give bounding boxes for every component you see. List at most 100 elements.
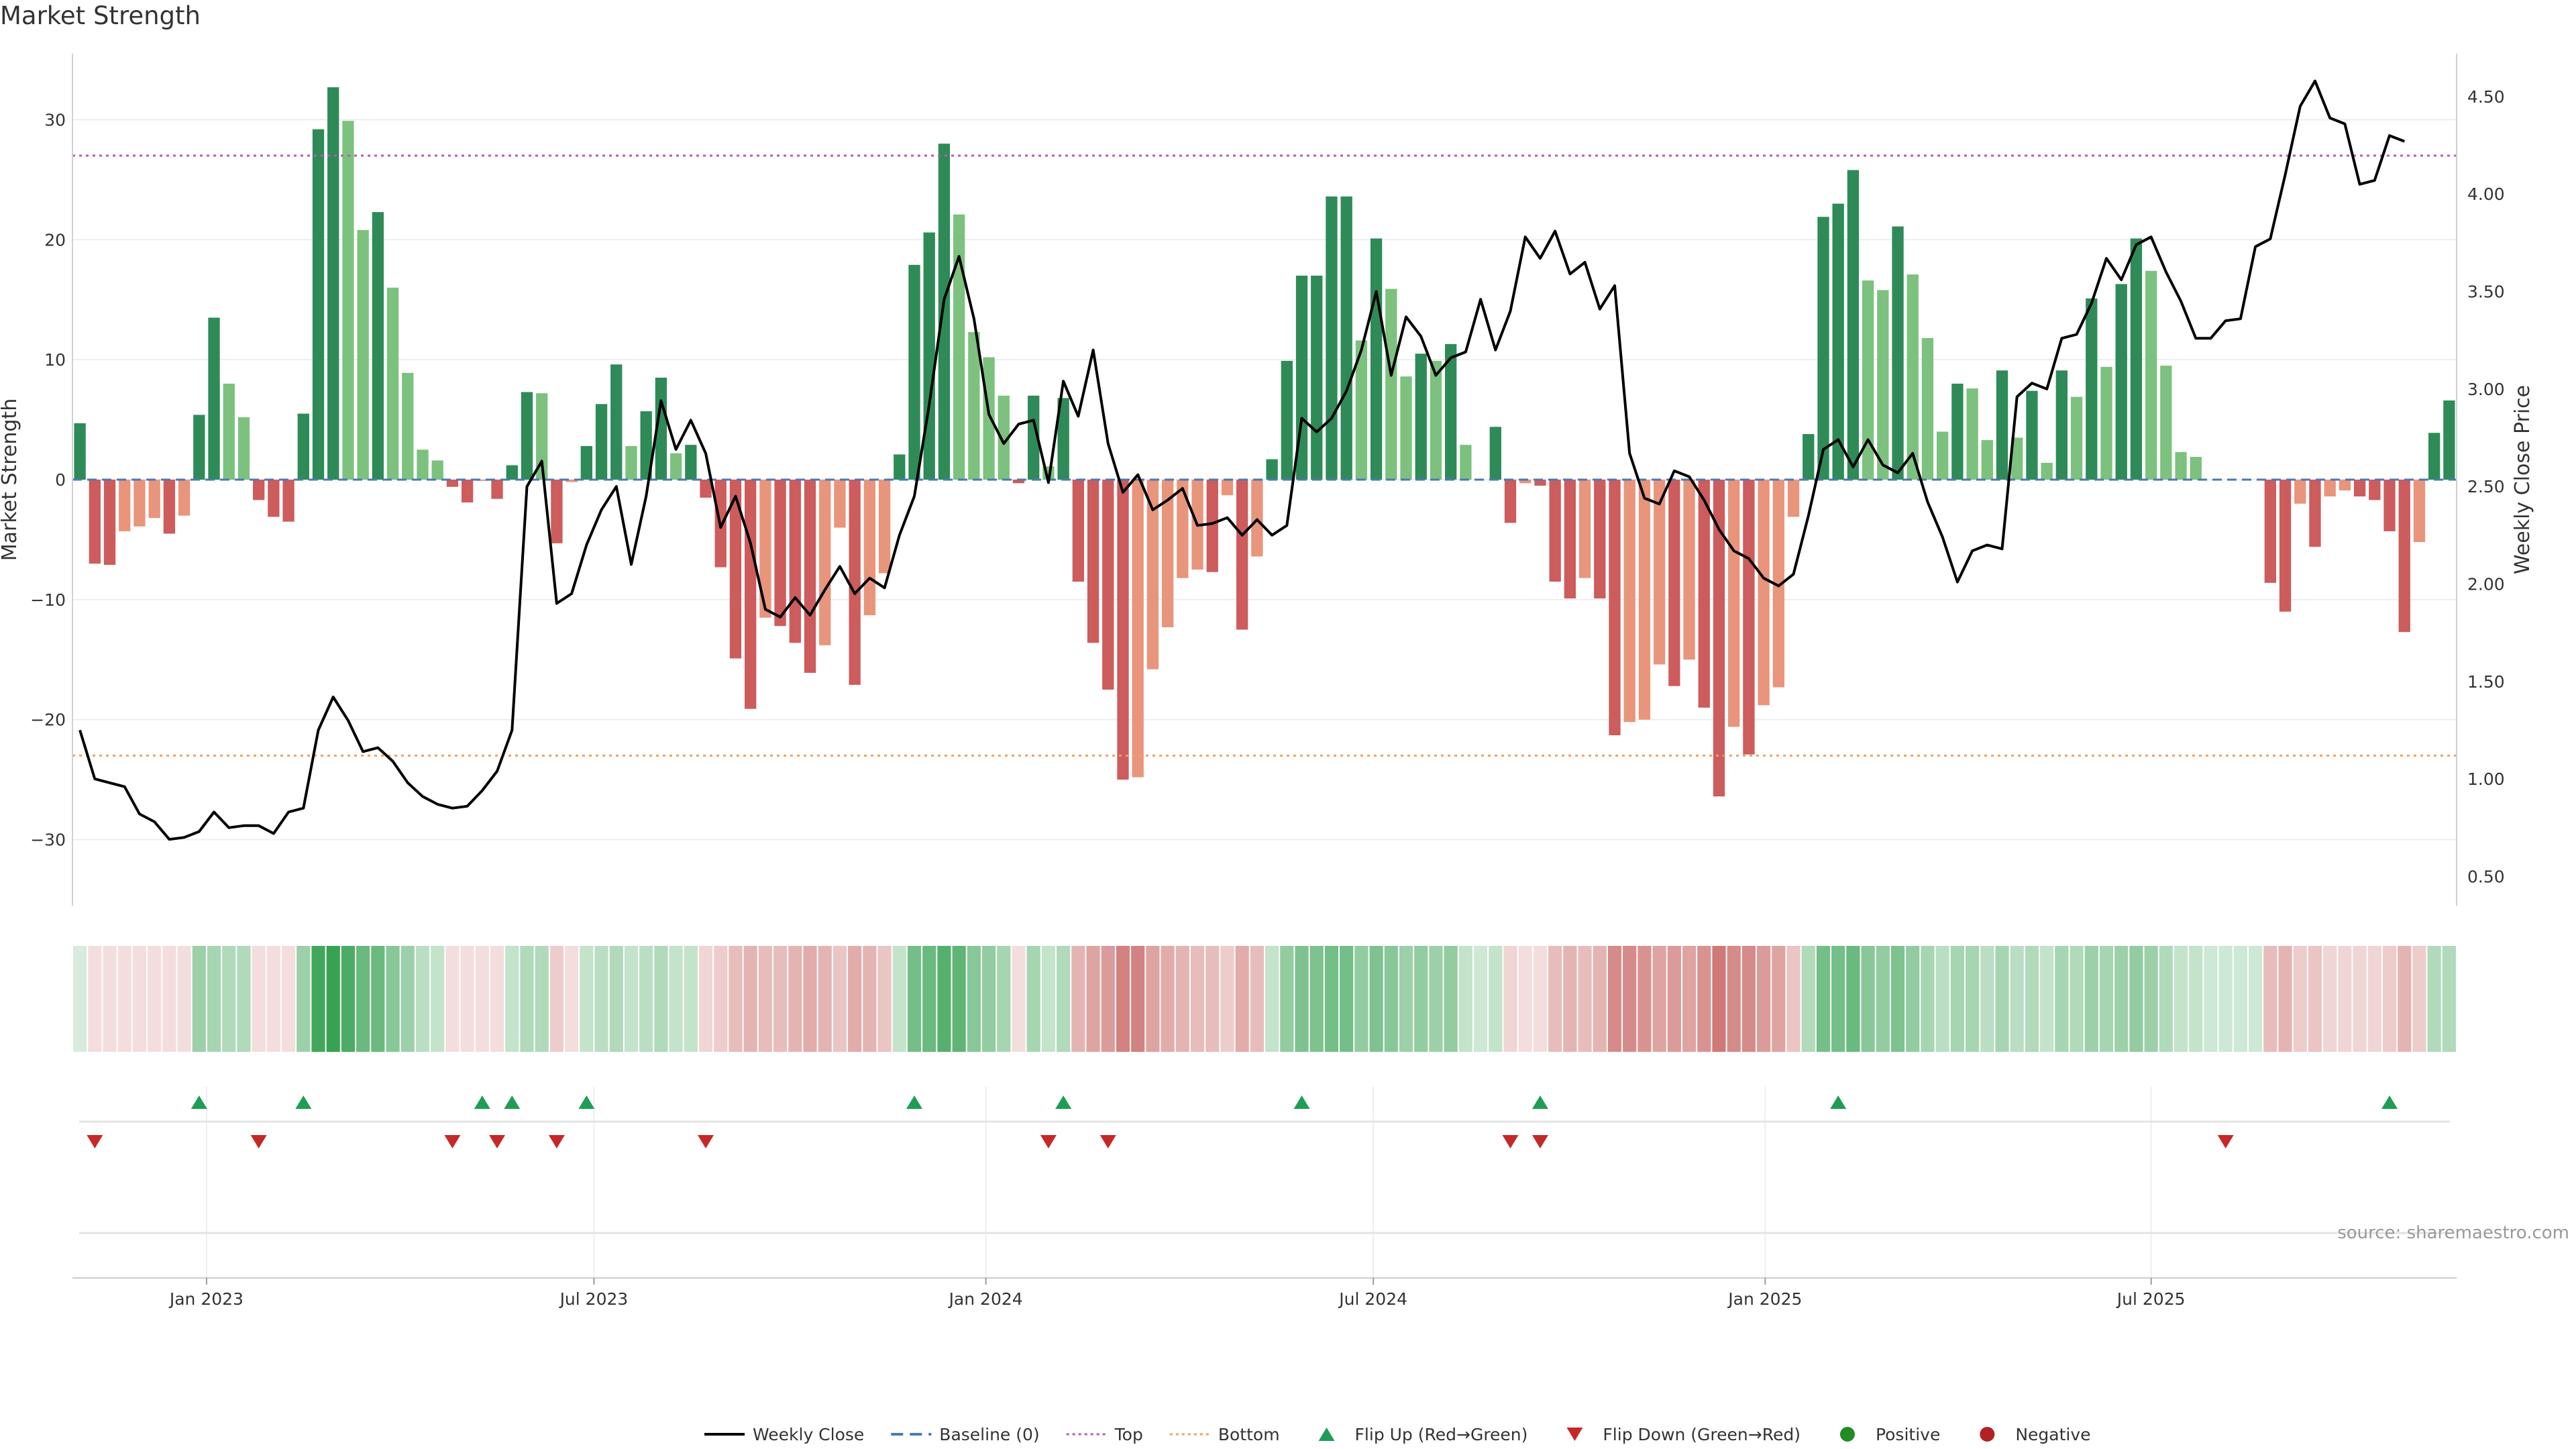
strength-bar	[1355, 340, 1368, 480]
legend-swatch	[1980, 1427, 1995, 1442]
heatmap-cell	[698, 946, 713, 1052]
heatmap-cell	[1816, 946, 1831, 1052]
heatmap-cell	[773, 946, 788, 1052]
heatmap-cell	[1324, 946, 1339, 1052]
strength-bar	[1981, 439, 1993, 480]
strength-bar	[1385, 288, 1397, 480]
heatmap-cell	[2233, 946, 2248, 1052]
heatmap-cell	[1280, 946, 1294, 1052]
legend-swatch	[1839, 1427, 1855, 1442]
heatmap-cell	[460, 946, 474, 1052]
legend-label: Positive	[1876, 1425, 1940, 1444]
heatmap-cell	[1429, 946, 1443, 1052]
flip-down-marker	[1532, 1135, 1548, 1148]
legend-label: Top	[1114, 1425, 1143, 1444]
strength-bar	[491, 480, 503, 499]
strength-bar	[1430, 360, 1442, 480]
legend: Weekly Close Baseline (0) Top Bottom Flip Up…	[704, 1425, 2091, 1444]
heatmap-cell	[1369, 946, 1383, 1052]
strength-bar	[297, 413, 309, 480]
flip-markers	[79, 1087, 2450, 1278]
heatmap-cell	[624, 946, 639, 1052]
strength-bar	[1877, 290, 1889, 480]
y-left-tick-label: 10	[44, 350, 66, 370]
strength-bar	[476, 480, 488, 481]
heatmap-cell	[803, 946, 817, 1052]
strength-bar	[1803, 434, 1815, 480]
strength-bar	[1892, 226, 1904, 480]
heatmap-cell	[1876, 946, 1890, 1052]
heatmap-cell	[2084, 946, 2098, 1052]
heatmap-cell	[1175, 946, 1189, 1052]
strength-bar	[1713, 480, 1725, 797]
heatmap-cell	[907, 946, 922, 1052]
flip-up-marker	[906, 1095, 923, 1109]
strength-bar	[386, 287, 399, 480]
strength-bar	[1504, 480, 1517, 523]
strength-bar	[417, 449, 429, 480]
strength-bar	[789, 480, 801, 643]
strength-bar	[580, 445, 592, 480]
x-tick-label: Jan 2025	[1727, 1289, 1802, 1309]
heatmap-cell	[415, 946, 430, 1052]
flip-down-marker	[548, 1135, 565, 1148]
heatmap-cell	[2040, 946, 2054, 1052]
heatmap-cell	[2204, 946, 2218, 1052]
strength-bar	[1758, 480, 1770, 706]
heatmap-cell	[1458, 946, 1472, 1052]
strength-bar	[998, 395, 1010, 480]
heatmap-cell	[1712, 946, 1726, 1052]
heatmap-cell	[2189, 946, 2203, 1052]
flip-down-marker	[250, 1135, 267, 1148]
strength-bar	[1564, 480, 1576, 599]
heatmap-cell	[2249, 946, 2263, 1052]
heatmap-cell	[1846, 946, 1860, 1052]
strength-bar	[953, 214, 965, 480]
heatmap-cell	[1399, 946, 1413, 1052]
y-right-tick-label: 4.50	[2467, 87, 2505, 107]
legend-label: Baseline (0)	[939, 1425, 1039, 1444]
weekly-close-series	[78, 79, 2406, 841]
heatmap-cell	[1563, 946, 1577, 1052]
heatmap-cell	[1071, 946, 1085, 1052]
x-tick-label: Jul 2023	[559, 1289, 629, 1309]
strength-bar	[1847, 170, 1860, 480]
heatmap-cell	[222, 946, 236, 1052]
heatmap-cell	[1190, 946, 1205, 1052]
strength-bar	[521, 392, 533, 480]
heatmap-cell	[266, 946, 280, 1052]
strength-bar	[1937, 431, 1949, 480]
heatmap-cell	[1921, 946, 1935, 1052]
heatmap-cell	[475, 946, 489, 1052]
heatmap-cell	[1340, 946, 1354, 1052]
legend-item: Top	[1066, 1425, 1143, 1444]
heatmap-cell	[386, 946, 400, 1052]
heatmap-cell	[1503, 946, 1517, 1052]
heatmap-cell	[117, 946, 131, 1052]
heatmap-cell	[1116, 946, 1130, 1052]
x-tick-label: Jul 2024	[1338, 1289, 1407, 1309]
heatmap-cell	[311, 946, 325, 1052]
heatmap-cell	[1861, 946, 1875, 1052]
heatmap-cell	[371, 946, 385, 1052]
page-title: Market Strength	[0, 1, 201, 30]
heatmap-cell	[1772, 946, 1786, 1052]
heatmap-cell	[281, 946, 296, 1052]
strength-bar	[1266, 459, 1278, 480]
strength-bar	[1132, 480, 1144, 777]
heatmap-cell	[1489, 946, 1503, 1052]
heatmap-cell	[1935, 946, 1949, 1052]
strength-bar	[372, 212, 384, 480]
strength-bar	[1966, 388, 1978, 480]
x-tick-label: Jan 2024	[948, 1289, 1023, 1309]
heatmap-cell	[1354, 946, 1368, 1052]
heatmap-cell	[1593, 946, 1607, 1052]
strength-bar	[655, 377, 667, 480]
heatmap-cell	[1444, 946, 1458, 1052]
strength-bar	[1817, 217, 1829, 480]
legend-label: Weekly Close	[753, 1425, 864, 1444]
heatmap-cell	[758, 946, 772, 1052]
heatmap-cell	[1741, 946, 1756, 1052]
heatmap-cell	[2055, 946, 2069, 1052]
flip-up-marker	[1532, 1095, 1548, 1109]
